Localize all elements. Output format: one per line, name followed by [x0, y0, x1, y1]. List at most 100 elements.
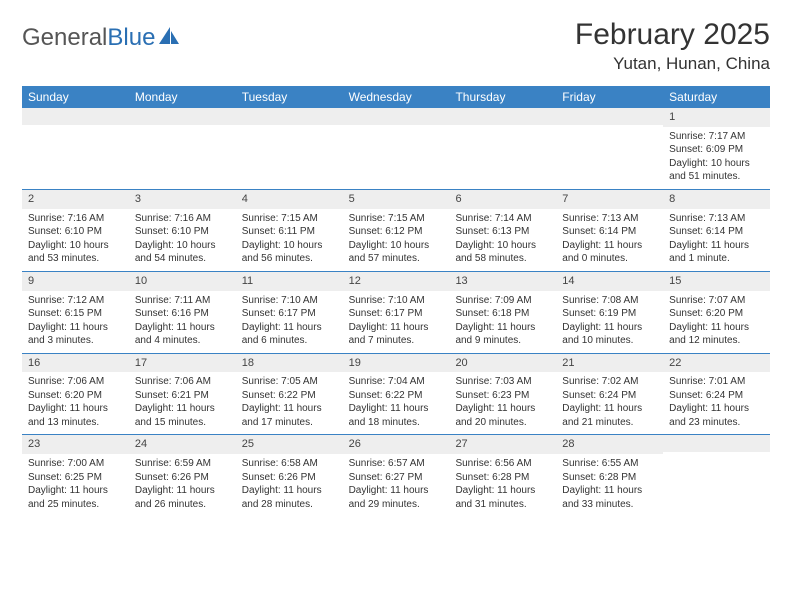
day-cell: 20Sunrise: 7:03 AMSunset: 6:23 PMDayligh… [449, 354, 556, 435]
daylight-text: Daylight: 11 hours and 31 minutes. [455, 484, 550, 511]
day-body: Sunrise: 7:08 AMSunset: 6:19 PMDaylight:… [556, 291, 663, 353]
day-body: Sunrise: 7:16 AMSunset: 6:10 PMDaylight:… [129, 209, 236, 271]
sunset-text: Sunset: 6:16 PM [135, 307, 230, 321]
sunset-text: Sunset: 6:14 PM [562, 225, 657, 239]
sunrise-text: Sunrise: 7:13 AM [562, 212, 657, 226]
sunrise-text: Sunrise: 7:16 AM [28, 212, 123, 226]
sunrise-text: Sunrise: 7:15 AM [242, 212, 337, 226]
daylight-text: Daylight: 11 hours and 3 minutes. [28, 321, 123, 348]
day-number: 12 [343, 272, 450, 291]
sunrise-text: Sunrise: 7:07 AM [669, 294, 764, 308]
sunrise-text: Sunrise: 7:10 AM [349, 294, 444, 308]
day-body: Sunrise: 7:16 AMSunset: 6:10 PMDaylight:… [22, 209, 129, 271]
daylight-text: Daylight: 11 hours and 6 minutes. [242, 321, 337, 348]
day-cell [236, 108, 343, 189]
day-number [663, 435, 770, 452]
sunrise-text: Sunrise: 7:06 AM [135, 375, 230, 389]
day-number: 17 [129, 354, 236, 373]
sunrise-text: Sunrise: 7:17 AM [669, 130, 764, 144]
sunset-text: Sunset: 6:26 PM [242, 471, 337, 485]
daylight-text: Daylight: 11 hours and 13 minutes. [28, 402, 123, 429]
daylight-text: Daylight: 11 hours and 1 minute. [669, 239, 764, 266]
day-body: Sunrise: 7:06 AMSunset: 6:21 PMDaylight:… [129, 372, 236, 434]
sunrise-text: Sunrise: 6:55 AM [562, 457, 657, 471]
sunrise-text: Sunrise: 6:57 AM [349, 457, 444, 471]
day-body: Sunrise: 7:12 AMSunset: 6:15 PMDaylight:… [22, 291, 129, 353]
day-number: 6 [449, 190, 556, 209]
day-cell: 9Sunrise: 7:12 AMSunset: 6:15 PMDaylight… [22, 272, 129, 353]
day-number: 7 [556, 190, 663, 209]
daylight-text: Daylight: 11 hours and 4 minutes. [135, 321, 230, 348]
week-row: 9Sunrise: 7:12 AMSunset: 6:15 PMDaylight… [22, 271, 770, 353]
day-cell: 24Sunrise: 6:59 AMSunset: 6:26 PMDayligh… [129, 435, 236, 516]
sunrise-text: Sunrise: 7:14 AM [455, 212, 550, 226]
sunrise-text: Sunrise: 7:03 AM [455, 375, 550, 389]
daylight-text: Daylight: 10 hours and 56 minutes. [242, 239, 337, 266]
sunrise-text: Sunrise: 7:08 AM [562, 294, 657, 308]
sunset-text: Sunset: 6:13 PM [455, 225, 550, 239]
sunrise-text: Sunrise: 7:16 AM [135, 212, 230, 226]
weekday-header: Wednesday [343, 86, 450, 108]
day-body [556, 125, 663, 175]
day-number [449, 108, 556, 125]
sunset-text: Sunset: 6:09 PM [669, 143, 764, 157]
title-block: February 2025 Yutan, Hunan, China [575, 18, 770, 74]
day-cell: 11Sunrise: 7:10 AMSunset: 6:17 PMDayligh… [236, 272, 343, 353]
sunset-text: Sunset: 6:28 PM [455, 471, 550, 485]
sail-icon [159, 24, 181, 52]
daylight-text: Daylight: 11 hours and 23 minutes. [669, 402, 764, 429]
daylight-text: Daylight: 10 hours and 53 minutes. [28, 239, 123, 266]
day-cell: 25Sunrise: 6:58 AMSunset: 6:26 PMDayligh… [236, 435, 343, 516]
day-cell: 4Sunrise: 7:15 AMSunset: 6:11 PMDaylight… [236, 190, 343, 271]
sunrise-text: Sunrise: 7:10 AM [242, 294, 337, 308]
sunset-text: Sunset: 6:23 PM [455, 389, 550, 403]
day-number [129, 108, 236, 125]
day-body [663, 452, 770, 502]
logo-text-blue: Blue [107, 24, 155, 52]
sunrise-text: Sunrise: 7:04 AM [349, 375, 444, 389]
sunrise-text: Sunrise: 7:06 AM [28, 375, 123, 389]
logo: GeneralBlue [22, 24, 181, 52]
daylight-text: Daylight: 11 hours and 20 minutes. [455, 402, 550, 429]
day-cell: 12Sunrise: 7:10 AMSunset: 6:17 PMDayligh… [343, 272, 450, 353]
daylight-text: Daylight: 11 hours and 28 minutes. [242, 484, 337, 511]
weekday-header-row: Sunday Monday Tuesday Wednesday Thursday… [22, 86, 770, 108]
day-body: Sunrise: 7:15 AMSunset: 6:11 PMDaylight:… [236, 209, 343, 271]
sunrise-text: Sunrise: 6:56 AM [455, 457, 550, 471]
day-number: 3 [129, 190, 236, 209]
day-body: Sunrise: 7:17 AMSunset: 6:09 PMDaylight:… [663, 127, 770, 189]
day-body: Sunrise: 7:04 AMSunset: 6:22 PMDaylight:… [343, 372, 450, 434]
sunset-text: Sunset: 6:26 PM [135, 471, 230, 485]
sunrise-text: Sunrise: 7:12 AM [28, 294, 123, 308]
day-number [343, 108, 450, 125]
sunset-text: Sunset: 6:12 PM [349, 225, 444, 239]
day-cell [556, 108, 663, 189]
daylight-text: Daylight: 10 hours and 54 minutes. [135, 239, 230, 266]
day-body: Sunrise: 7:05 AMSunset: 6:22 PMDaylight:… [236, 372, 343, 434]
day-cell: 21Sunrise: 7:02 AMSunset: 6:24 PMDayligh… [556, 354, 663, 435]
sunset-text: Sunset: 6:19 PM [562, 307, 657, 321]
day-number [236, 108, 343, 125]
sunset-text: Sunset: 6:20 PM [28, 389, 123, 403]
day-cell: 18Sunrise: 7:05 AMSunset: 6:22 PMDayligh… [236, 354, 343, 435]
sunrise-text: Sunrise: 7:15 AM [349, 212, 444, 226]
day-body: Sunrise: 7:10 AMSunset: 6:17 PMDaylight:… [343, 291, 450, 353]
day-body: Sunrise: 7:03 AMSunset: 6:23 PMDaylight:… [449, 372, 556, 434]
sunrise-text: Sunrise: 7:02 AM [562, 375, 657, 389]
day-number [22, 108, 129, 125]
day-number: 15 [663, 272, 770, 291]
daylight-text: Daylight: 11 hours and 7 minutes. [349, 321, 444, 348]
weekday-header: Monday [129, 86, 236, 108]
daylight-text: Daylight: 11 hours and 0 minutes. [562, 239, 657, 266]
day-body: Sunrise: 6:59 AMSunset: 6:26 PMDaylight:… [129, 454, 236, 516]
day-cell [449, 108, 556, 189]
weeks-container: 1Sunrise: 7:17 AMSunset: 6:09 PMDaylight… [22, 108, 770, 516]
weekday-header: Thursday [449, 86, 556, 108]
day-body: Sunrise: 7:10 AMSunset: 6:17 PMDaylight:… [236, 291, 343, 353]
daylight-text: Daylight: 11 hours and 10 minutes. [562, 321, 657, 348]
sunrise-text: Sunrise: 7:09 AM [455, 294, 550, 308]
day-number: 11 [236, 272, 343, 291]
sunrise-text: Sunrise: 7:13 AM [669, 212, 764, 226]
sunrise-text: Sunrise: 7:00 AM [28, 457, 123, 471]
day-number: 18 [236, 354, 343, 373]
